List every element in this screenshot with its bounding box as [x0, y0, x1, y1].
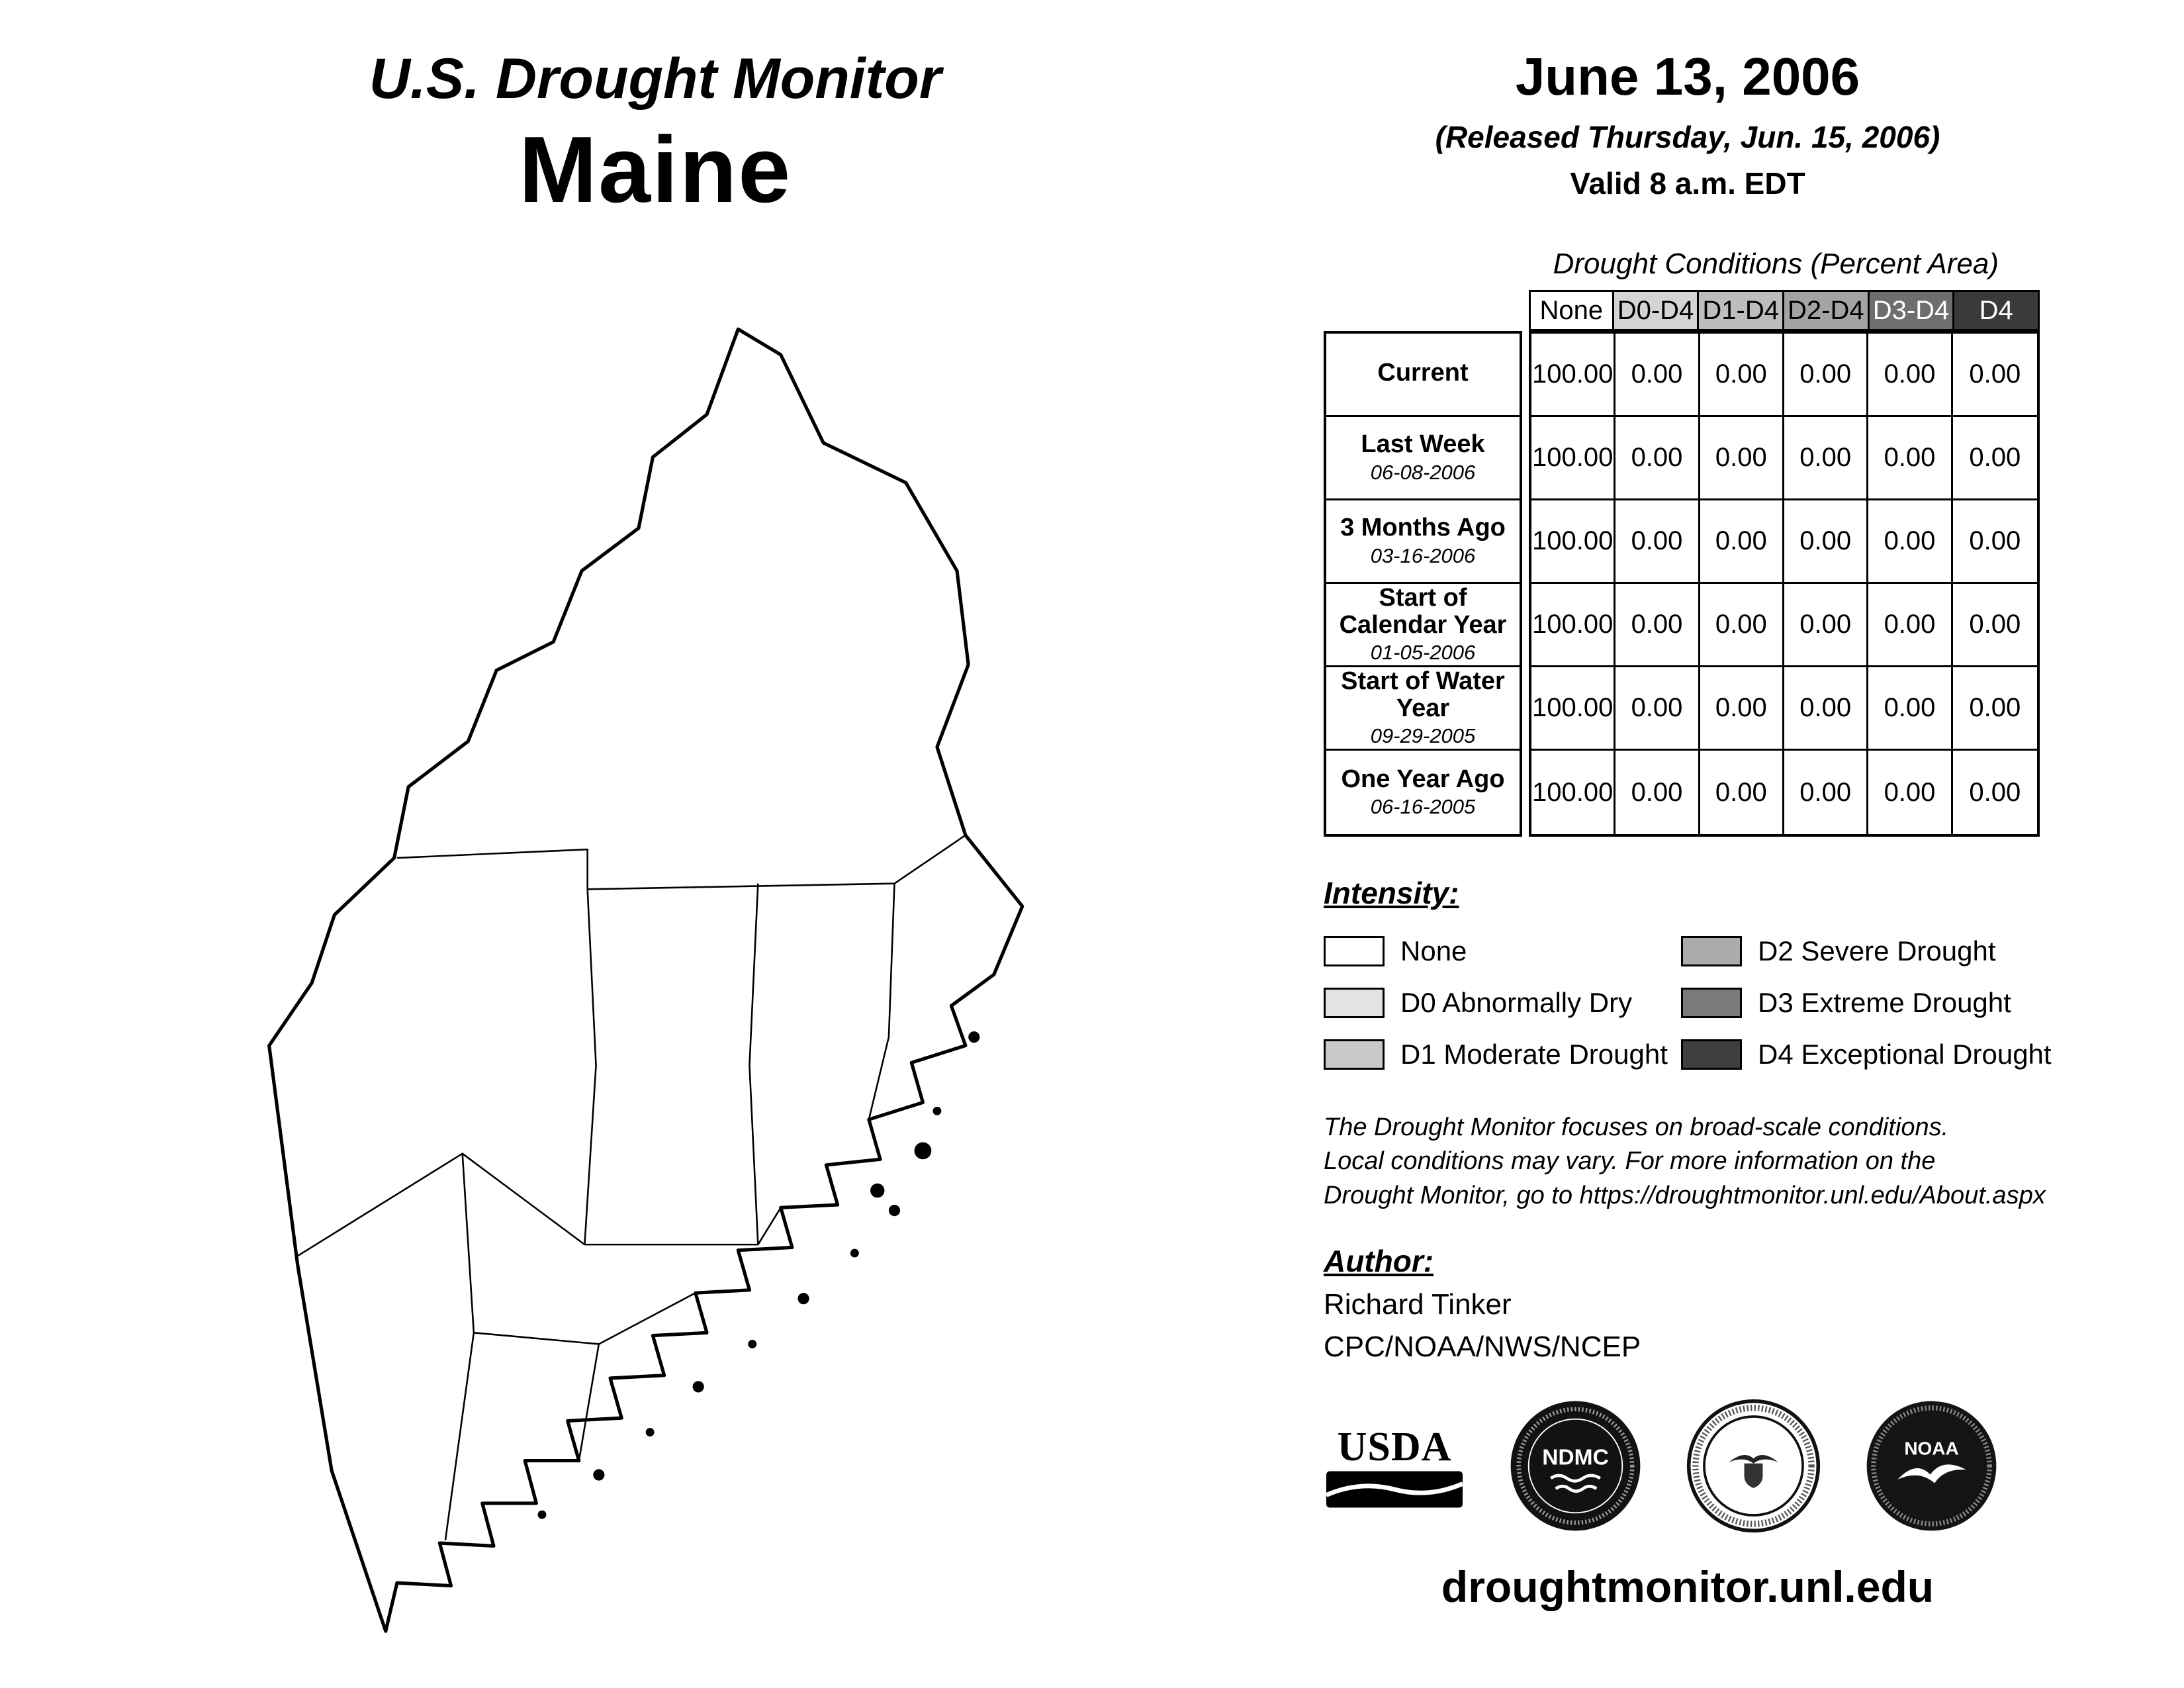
data-columns: None D0-D4 D1-D4 D2-D4 D3-D4 D4 100.00 0…: [1529, 290, 2040, 837]
usda-swoosh: [1326, 1471, 1463, 1508]
row-label-start-water-year: Start of Water Year 09-29-2005: [1326, 667, 1520, 751]
ndmc-logo-text: NDMC: [1542, 1446, 1609, 1470]
table-row-last-week: 100.00 0.00 0.00 0.00 0.00 0.00: [1531, 417, 2037, 500]
legend-swatch-d4: [1681, 1039, 1742, 1070]
legend-item-d2: D2 Severe Drought: [1681, 935, 2078, 967]
column-header-d1-d4: D1-D4: [1699, 290, 1784, 331]
maine-map-svg: [267, 327, 1024, 1633]
legend-swatch-d1: [1324, 1039, 1385, 1070]
row-label-one-year-ago: One Year Ago 06-16-2005: [1341, 765, 1505, 819]
state-name: Maine: [518, 117, 792, 222]
usda-logo-text: USDA: [1337, 1424, 1452, 1470]
author-name: Richard Tinker: [1324, 1288, 1512, 1321]
site-url: droughtmonitor.unl.edu: [1441, 1562, 1934, 1611]
column-header-d4: D4: [1954, 290, 2040, 331]
county-borders: [296, 834, 966, 1540]
coastal-islands: [537, 1031, 980, 1519]
column-header-d2-d4: D2-D4: [1784, 290, 1870, 331]
column-header-none: None: [1529, 290, 1614, 331]
usda-logo: USDA: [1324, 1424, 1465, 1508]
row-label-column: Current Last Week 06-08-2006 3 Months Ag…: [1324, 331, 1522, 837]
row-label-current: Current: [1326, 334, 1520, 417]
state-outline: [267, 327, 1024, 1633]
row-label-start-calendar-year: Start of Calendar Year 01-05-2006: [1326, 584, 1520, 667]
row-label-last-week: Last Week 06-08-2006: [1326, 417, 1520, 500]
intensity-heading: Intensity:: [1324, 876, 1459, 910]
released-date: (Released Thursday, Jun. 15, 2006): [1435, 120, 1940, 154]
left-header: U.S. Drought Monitor Maine: [225, 46, 1085, 224]
disclaimer-text: The Drought Monitor focuses on broad-sca…: [1324, 1113, 2046, 1209]
intensity-legend: None D0 Abnormally Dry D1 Moderate Droug…: [1324, 925, 2078, 1080]
ndmc-logo: NDMC: [1508, 1398, 1643, 1534]
noaa-logo: NOAA: [1864, 1398, 1999, 1534]
author-org: CPC/NOAA/NWS/NCEP: [1324, 1330, 1641, 1363]
report-title: U.S. Drought Monitor: [369, 47, 942, 111]
valid-time: Valid 8 a.m. EDT: [1570, 166, 1805, 201]
noaa-logo-text: NOAA: [1904, 1438, 1958, 1459]
legend-item-d1: D1 Moderate Drought: [1324, 1039, 1681, 1070]
table-header-row: None D0-D4 D1-D4 D2-D4 D3-D4 D4: [1529, 290, 2040, 331]
column-header-d3-d4: D3-D4: [1869, 290, 1955, 331]
map-date: June 13, 2006: [1515, 47, 1860, 106]
legend-item-d3: D3 Extreme Drought: [1681, 987, 2078, 1019]
right-column: June 13, 2006 (Released Thursday, Jun. 1…: [1297, 46, 2078, 1612]
table-row-one-year-ago: 100.00 0.00 0.00 0.00 0.00 0.00: [1531, 751, 2037, 834]
legend-swatch-d2: [1681, 936, 1742, 966]
legend-swatch-none: [1324, 936, 1385, 966]
table-title: Drought Conditions (Percent Area): [1553, 248, 1999, 280]
legend-swatch-d0: [1324, 988, 1385, 1018]
drought-conditions-table: Current Last Week 06-08-2006 3 Months Ag…: [1324, 290, 2078, 837]
legend-swatch-d3: [1681, 988, 1742, 1018]
table-row-3-months-ago: 100.00 0.00 0.00 0.00 0.00 0.00: [1531, 500, 2037, 584]
maine-county-map: [218, 298, 1079, 1648]
table-row-start-water-year: 100.00 0.00 0.00 0.00 0.00 0.00: [1531, 667, 2037, 751]
table-row-start-calendar-year: 100.00 0.00 0.00 0.00 0.00 0.00: [1531, 584, 2037, 667]
dept-of-commerce-seal: [1686, 1398, 1821, 1534]
legend-item-d4: D4 Exceptional Drought: [1681, 1039, 2078, 1070]
legend-item-none: None: [1324, 935, 1681, 967]
legend-item-d0: D0 Abnormally Dry: [1324, 987, 1681, 1019]
table-row-current: 100.00 0.00 0.00 0.00 0.00 0.00: [1531, 334, 2037, 417]
row-label-3-months-ago: 3 Months Ago 03-16-2006: [1326, 500, 1520, 584]
agency-logos: USDA NDMC: [1324, 1398, 2078, 1534]
author-heading: Author:: [1324, 1243, 1434, 1278]
column-header-d0-d4: D0-D4: [1614, 290, 1700, 331]
table-body: 100.00 0.00 0.00 0.00 0.00 0.00 100.00 0…: [1529, 331, 2040, 837]
